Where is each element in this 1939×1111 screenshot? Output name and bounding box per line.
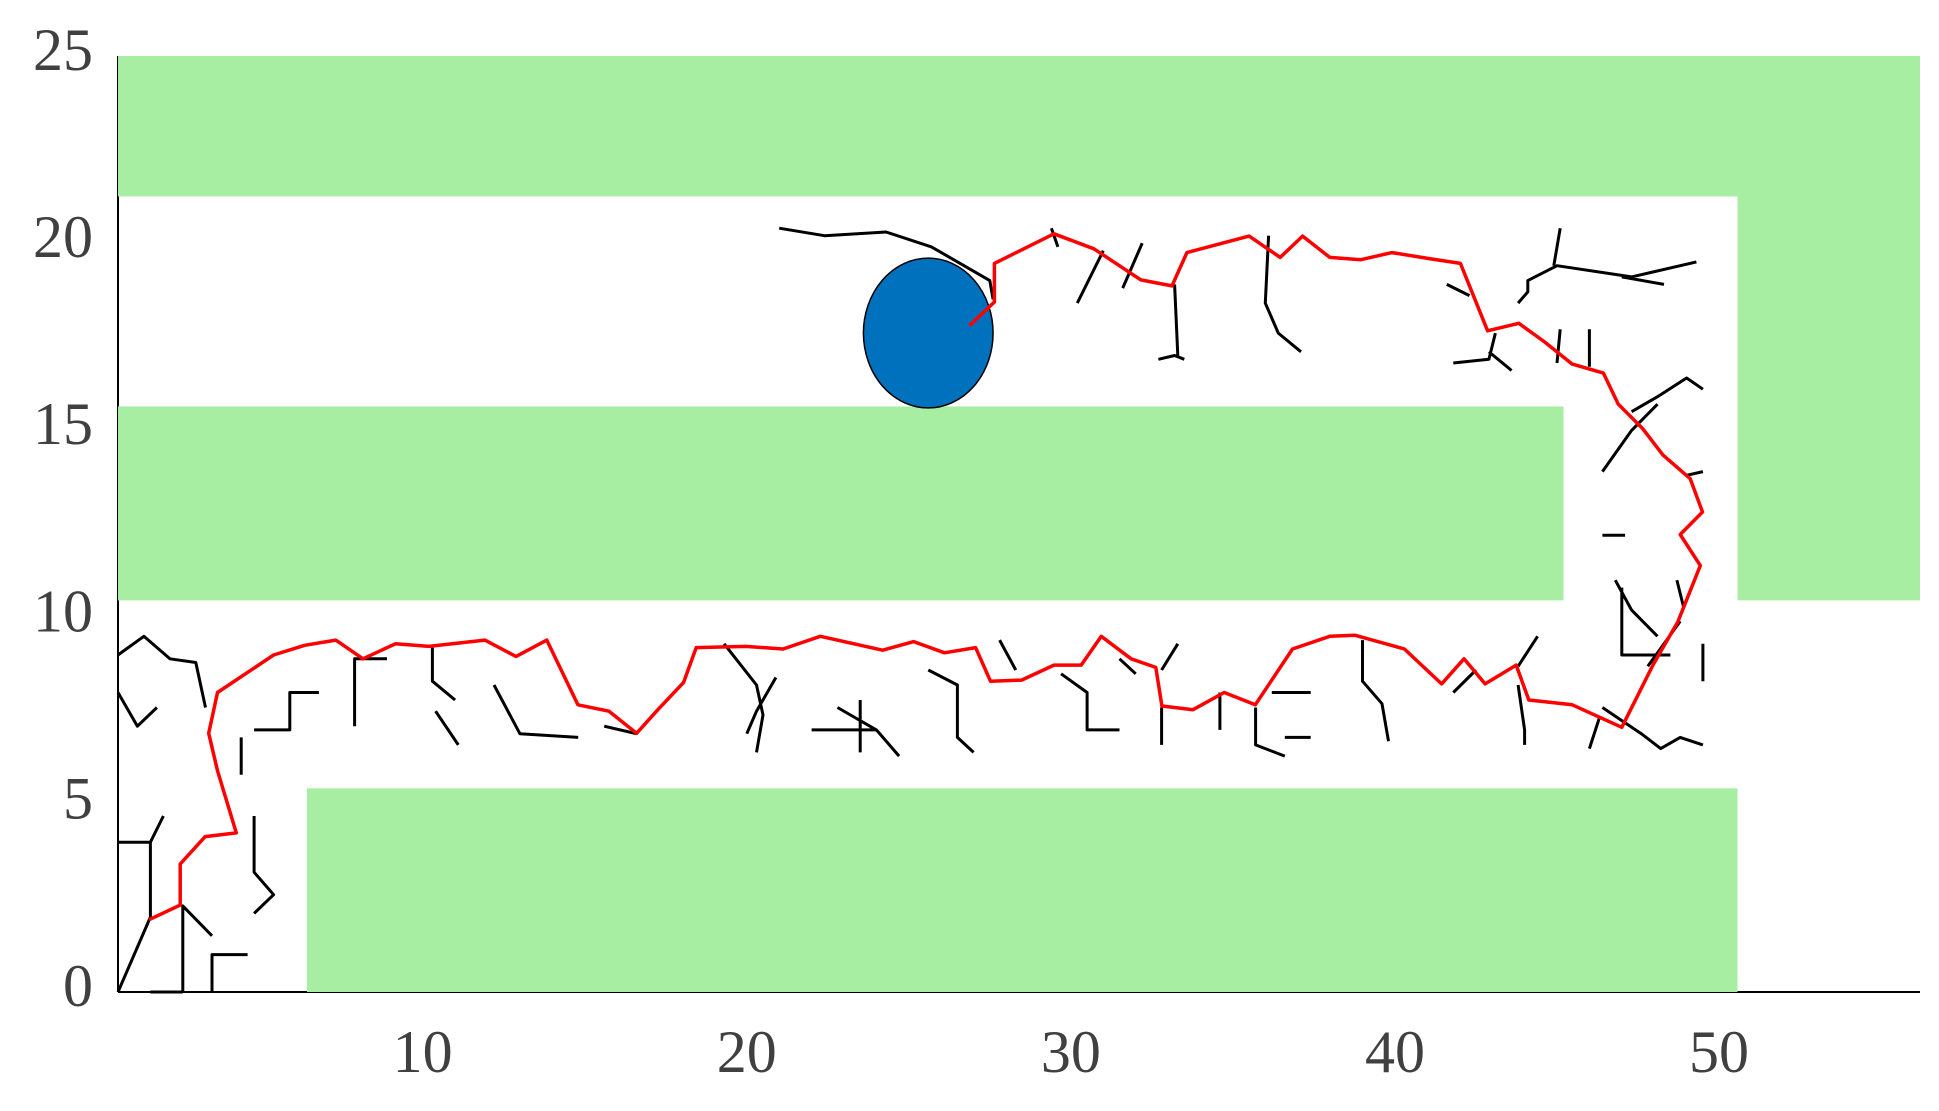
y-tick-label: 15 xyxy=(33,391,93,457)
obstacle xyxy=(306,788,1738,992)
x-tick-label: 40 xyxy=(1365,1019,1425,1085)
x-tick-label: 10 xyxy=(393,1019,453,1085)
y-tick-label: 0 xyxy=(63,953,93,1019)
path-line xyxy=(148,232,1705,922)
y-tick-label: 10 xyxy=(33,578,93,644)
x-tick-label: 50 xyxy=(1689,1019,1749,1085)
obstacle xyxy=(118,56,1920,197)
x-tick-label: 20 xyxy=(717,1019,777,1085)
y-tick-label: 25 xyxy=(33,17,93,83)
obstacle xyxy=(118,406,1564,601)
obstacle xyxy=(1737,56,1920,601)
y-tick-label: 20 xyxy=(33,204,93,270)
x-tick-label: 30 xyxy=(1041,1019,1101,1085)
tree-branches xyxy=(116,226,1705,994)
circle-obstacle xyxy=(862,257,994,409)
y-tick-label: 5 xyxy=(63,766,93,832)
